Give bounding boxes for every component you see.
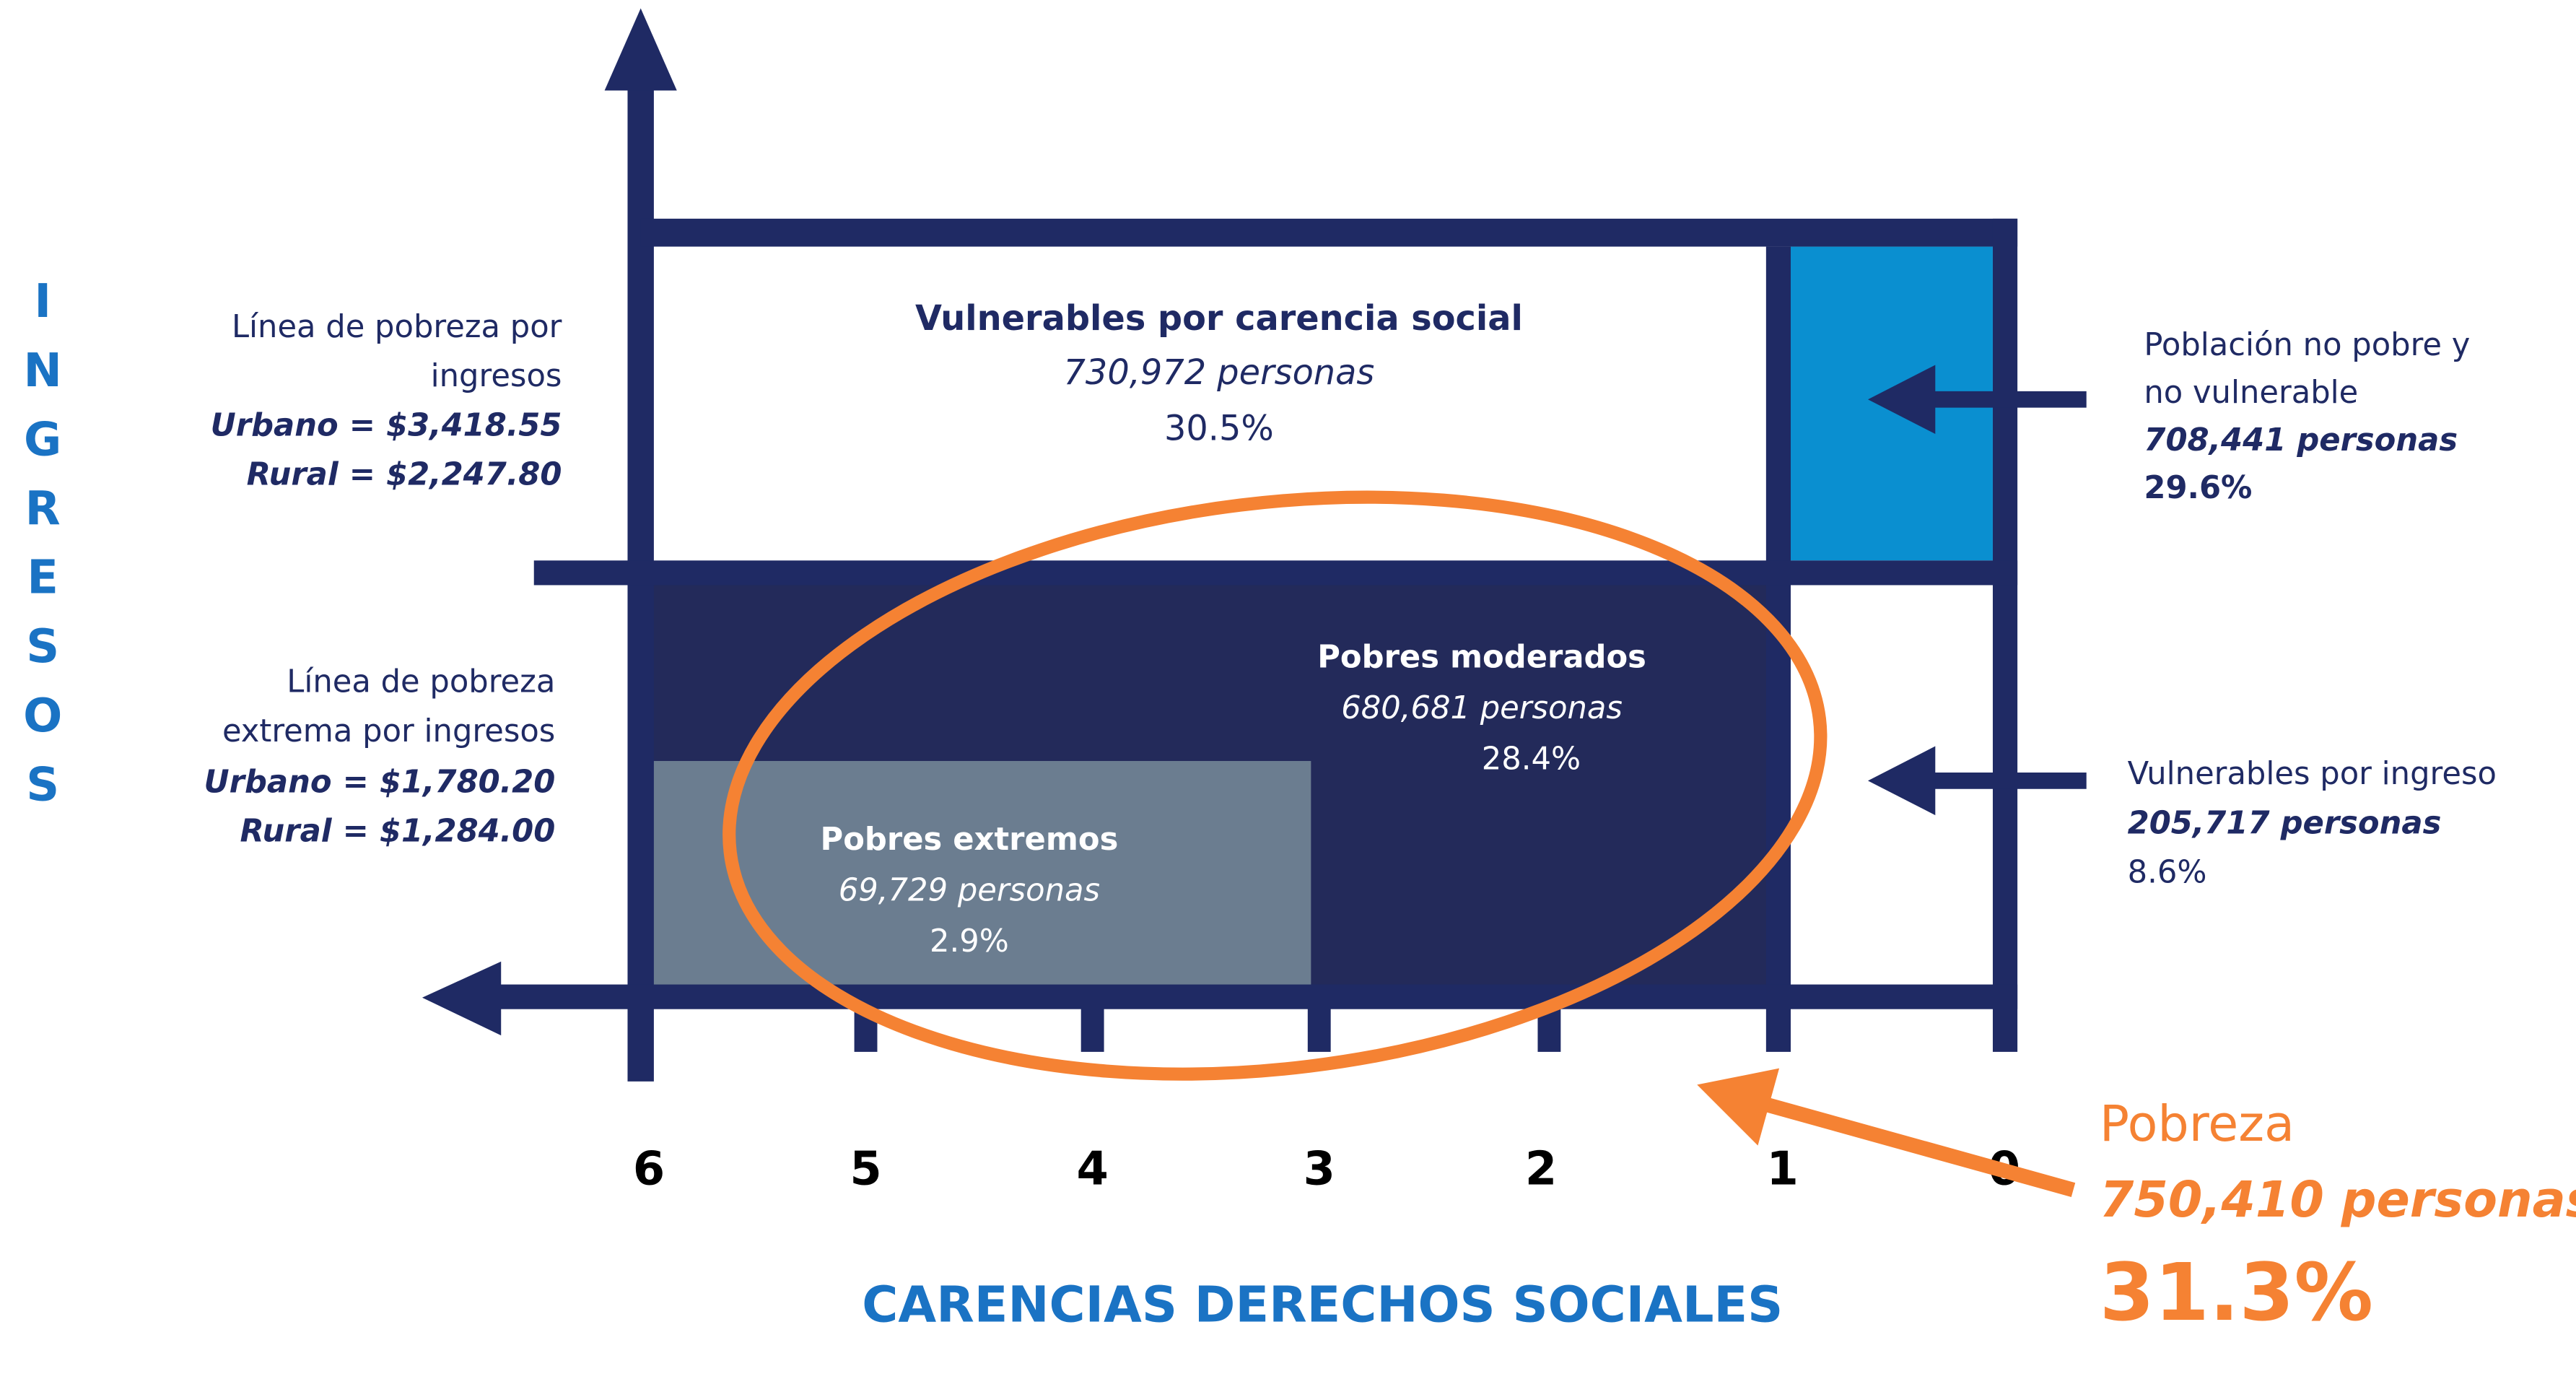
label: Línea de pobreza xyxy=(287,664,555,700)
label: 708,441 personas xyxy=(2144,422,2458,458)
label: 2.9% xyxy=(930,923,1009,960)
label: 29.6% xyxy=(2144,470,2252,506)
label: extrema por ingresos xyxy=(222,713,555,749)
top-bar xyxy=(640,218,2018,247)
poverty-arrow-head xyxy=(1697,1068,1780,1146)
label: 750,410 personas xyxy=(2100,1172,2576,1229)
arrow-head xyxy=(1867,365,1936,435)
tick-label: 1 xyxy=(1766,1143,1798,1196)
tick-label: 4 xyxy=(1076,1143,1108,1196)
tick-label: 3 xyxy=(1304,1143,1335,1196)
label: 730,972 personas xyxy=(1064,353,1375,393)
tick xyxy=(1307,1006,1331,1052)
tick-label: 2 xyxy=(1525,1143,1557,1196)
label: ingresos xyxy=(431,358,562,394)
label: 680,681 personas xyxy=(1341,690,1623,726)
tick-label: 5 xyxy=(850,1143,881,1196)
label: 69,729 personas xyxy=(839,873,1100,909)
label: no vulnerable xyxy=(2144,375,2358,411)
arrow-head xyxy=(1867,746,1936,816)
label: 8.6% xyxy=(2128,855,2207,891)
poverty-ellipse xyxy=(722,490,1828,1081)
label: Población no pobre y xyxy=(2144,327,2470,363)
label: 30.5% xyxy=(1164,409,1274,449)
label: Pobreza xyxy=(2100,1096,2295,1153)
label: Urbano = $1,780.20 xyxy=(204,764,556,800)
frame xyxy=(422,8,2087,1082)
tick xyxy=(1080,1006,1104,1052)
label: Línea de pobreza por xyxy=(232,309,562,345)
right-bar xyxy=(1992,218,2018,1052)
label: Pobres extremos xyxy=(821,822,1119,858)
x-axis-title: CARENCIAS DERECHOS SOCIALES xyxy=(862,1277,1783,1334)
y-axis-arrow xyxy=(604,8,677,91)
tick-label: 6 xyxy=(633,1143,665,1196)
label: Vulnerables por carencia social xyxy=(915,299,1523,339)
poverty-arrow xyxy=(1764,1097,2076,1197)
x-axis-arrow xyxy=(422,961,502,1036)
label: Rural = $2,247.80 xyxy=(247,457,562,493)
ticks xyxy=(854,1006,1561,1052)
label: Rural = $1,284.00 xyxy=(240,814,556,850)
x-axis xyxy=(492,984,2018,1009)
label: Urbano = $3,418.55 xyxy=(211,407,562,443)
label: 28.4% xyxy=(1482,741,1581,778)
label: 205,717 personas xyxy=(2128,805,2442,841)
label: Pobres moderados xyxy=(1317,639,1646,675)
poverty-line xyxy=(533,560,2018,586)
label: Vulnerables por ingreso xyxy=(2128,756,2497,792)
label: 31.3% xyxy=(2100,1247,2373,1339)
